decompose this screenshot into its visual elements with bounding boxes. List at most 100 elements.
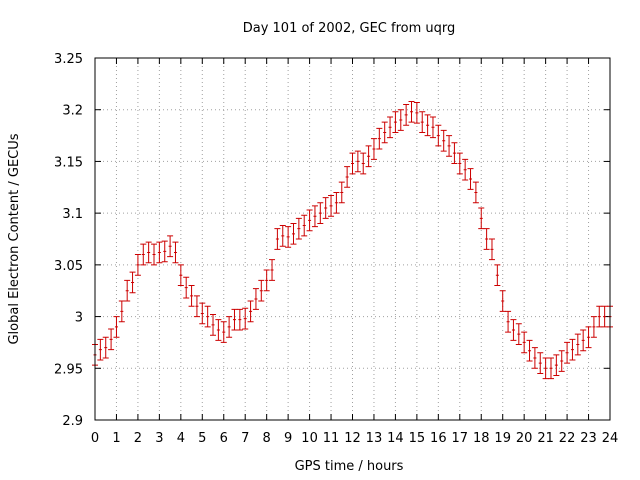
x-tick-label: 18: [473, 431, 490, 446]
data-point: [269, 259, 276, 281]
x-tick-label: 3: [155, 431, 163, 446]
data-point: [494, 264, 501, 287]
y-tick-label: 2.9: [62, 414, 83, 429]
data-point: [193, 295, 200, 318]
x-tick-label: 20: [516, 431, 533, 446]
data-point: [456, 152, 463, 175]
data-point: [328, 195, 335, 217]
data-point: [354, 150, 361, 173]
data-point: [301, 214, 308, 237]
data-point: [210, 314, 217, 336]
data-point: [151, 243, 158, 266]
data-point: [526, 339, 533, 362]
data-point: [505, 310, 512, 333]
x-tick-label: 11: [323, 431, 340, 446]
data-point: [446, 135, 453, 157]
x-tick-label: 13: [366, 431, 383, 446]
data-point: [499, 290, 506, 312]
data-point: [199, 302, 206, 325]
x-tick-label: 23: [580, 431, 597, 446]
data-point: [134, 254, 141, 276]
data-point: [424, 114, 431, 137]
data-point: [344, 166, 351, 188]
data-point: [242, 307, 249, 330]
x-tick-label: 10: [301, 431, 318, 446]
data-point: [263, 269, 270, 292]
y-axis-label: Global Electron Content / GECUs: [7, 133, 22, 344]
grid-lines: [95, 58, 610, 420]
data-point: [537, 352, 544, 374]
x-tick-label: 1: [112, 431, 120, 446]
data-point: [338, 181, 345, 204]
data-point: [392, 111, 399, 133]
x-tick-label: 16: [430, 431, 447, 446]
data-point: [376, 127, 383, 150]
data-point: [317, 202, 324, 224]
x-tick-label: 5: [198, 431, 206, 446]
data-point: [236, 308, 243, 331]
data-point: [574, 333, 581, 356]
data-point: [547, 357, 554, 380]
x-tick-label: 4: [177, 431, 185, 446]
data-point: [172, 241, 179, 264]
x-tick-label: 8: [263, 431, 271, 446]
data-point: [108, 328, 115, 351]
data-point: [483, 228, 490, 250]
data-point: [440, 129, 447, 152]
data-point: [177, 264, 184, 287]
data-point: [252, 288, 259, 310]
data-point: [349, 152, 356, 175]
data-point: [590, 316, 597, 338]
data-point: [215, 319, 222, 341]
x-tick-label: 17: [452, 431, 469, 446]
data-point: [140, 243, 147, 266]
plot-frame: [94, 57, 611, 421]
data-point: [515, 323, 522, 345]
y-tick-label: 3.15: [54, 155, 83, 170]
data-point: [521, 331, 528, 354]
x-tick-label: 2: [134, 431, 142, 446]
data-point: [429, 116, 436, 139]
y-tick-labels: 2.9 2.95 3 3.05 3.1 3.15 3.2 3.25: [54, 52, 83, 429]
data-point: [333, 191, 340, 214]
data-point: [510, 319, 517, 341]
data-point: [129, 271, 136, 294]
data-point: [419, 111, 426, 133]
data-point: [258, 279, 265, 302]
x-tick-label: 24: [602, 431, 619, 446]
data-point: [564, 341, 571, 364]
data-point: [204, 305, 211, 328]
y-tick-label: 3.25: [54, 52, 83, 67]
data-point: [274, 228, 281, 250]
data-point: [408, 100, 415, 123]
x-tick-label: 7: [241, 431, 249, 446]
data-point: [569, 338, 576, 361]
data-point: [462, 158, 469, 181]
data-point: [585, 326, 592, 349]
data-point: [360, 152, 367, 175]
data-point: [231, 308, 238, 331]
y-tick-label: 3: [75, 311, 83, 326]
data-point: [397, 109, 404, 131]
data-point: [188, 285, 195, 307]
data-point: [435, 124, 442, 147]
y-tick-label: 2.95: [54, 362, 83, 377]
x-axis-label: GPS time / hours: [295, 459, 404, 474]
data-point: [311, 205, 318, 228]
data-point: [467, 168, 474, 190]
data-point: [161, 240, 168, 263]
data-point: [290, 222, 297, 245]
y-tick-label: 3.2: [62, 104, 83, 119]
data-point: [387, 116, 394, 139]
data-point: [488, 238, 495, 261]
x-tick-label: 15: [409, 431, 426, 446]
data-point: [102, 336, 109, 359]
data-point: [381, 121, 388, 144]
data-point: [285, 226, 292, 248]
data-points: [92, 100, 613, 380]
x-tick-label: 0: [91, 431, 99, 446]
x-tick-label: 9: [284, 431, 292, 446]
data-point: [247, 300, 254, 323]
